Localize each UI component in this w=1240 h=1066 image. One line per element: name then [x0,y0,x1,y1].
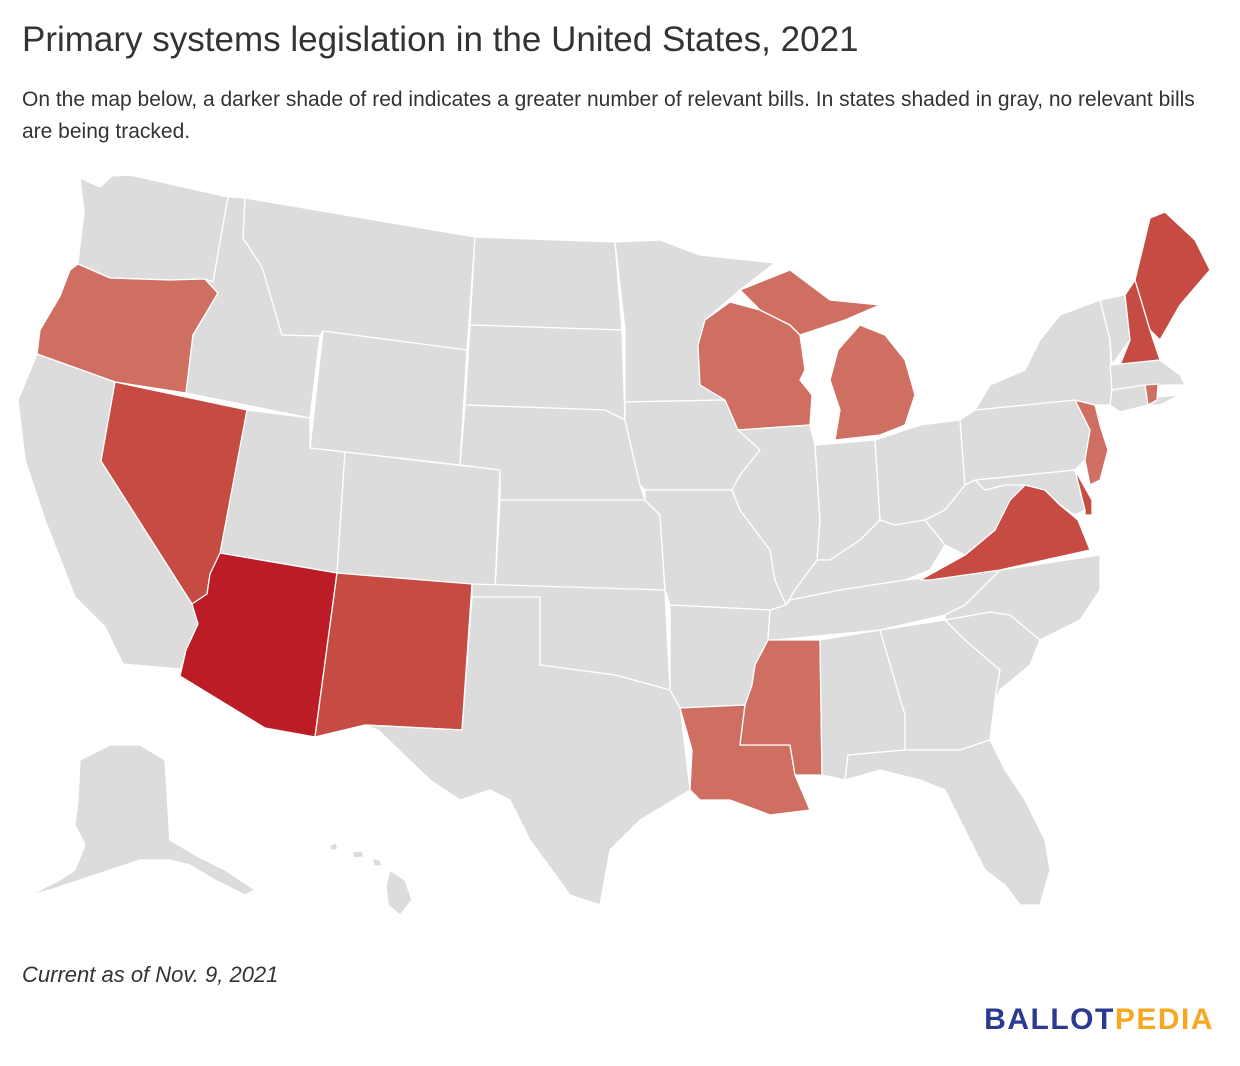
state-NJ[interactable] [1074,399,1109,486]
state-NC[interactable] [944,554,1101,641]
state-FL[interactable] [844,739,1051,906]
map-title: Primary systems legislation in the Unite… [22,20,859,59]
state-CT[interactable] [1109,384,1149,413]
map-subtitle: On the map below, a darker shade of red … [22,88,1195,143]
state-NM[interactable] [314,572,473,738]
state-MI[interactable] [739,269,916,441]
state-KS[interactable] [494,499,666,591]
state-ME[interactable] [1134,211,1211,341]
state-RI[interactable] [1144,383,1159,406]
state-WA[interactable] [77,174,229,283]
state-TX[interactable] [364,596,691,906]
ballotpedia-logo: BALLOTPEDIA [984,1003,1214,1037]
state-CO[interactable] [336,451,501,591]
state-WY[interactable] [309,330,468,466]
state-VT[interactable] [1099,294,1131,366]
logo-pedia-text: PEDIA [1114,1003,1214,1036]
logo-ballot-text: BALLOT [984,1003,1115,1036]
state-HI[interactable] [329,842,413,916]
current-as-of-note: Current as of Nov. 9, 2021 [22,962,279,987]
state-AK[interactable] [29,744,256,896]
state-ND[interactable] [469,236,623,331]
us-states-map [17,174,1211,916]
state-DE[interactable] [1074,469,1093,516]
